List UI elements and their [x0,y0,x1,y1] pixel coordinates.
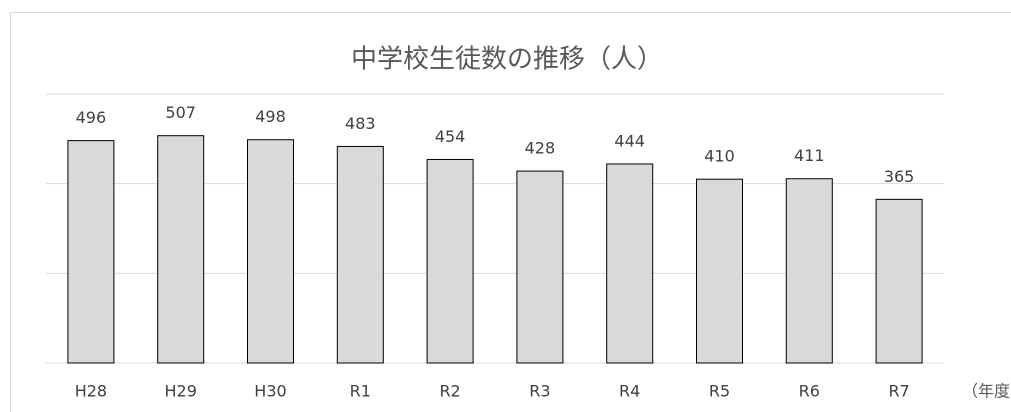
data-label: 410 [704,147,735,166]
chart-title: 中学校生徒数の推移（人） [351,45,663,75]
x-tick-label: R3 [529,382,550,401]
x-tick-label: H30 [254,382,286,401]
x-tick-label: H28 [75,382,107,401]
x-tick-label: R7 [888,382,909,401]
bar [516,170,564,364]
data-label: 454 [435,127,466,146]
x-tick-label: R4 [619,382,640,401]
data-label: 428 [525,139,556,158]
data-label: 483 [345,114,376,133]
x-tick-label: R1 [350,382,371,401]
data-label: 507 [165,103,196,122]
data-label: 411 [794,146,825,165]
x-axis-label: （年度） [962,382,1011,401]
data-label: 498 [255,107,286,126]
x-tick-label: R6 [799,382,820,401]
bar [785,178,833,364]
data-label: 444 [614,131,645,150]
data-label: 496 [76,108,107,127]
x-tick-label: H29 [165,382,197,401]
data-label: 365 [884,167,915,186]
bar [606,163,654,364]
bar [696,178,743,364]
bar [426,158,474,364]
bar [157,135,205,364]
bar [67,140,115,364]
bar [336,145,384,364]
x-tick-label: R2 [439,382,460,401]
bar [875,198,923,364]
x-tick-label: R5 [709,382,730,401]
bar [247,139,294,364]
